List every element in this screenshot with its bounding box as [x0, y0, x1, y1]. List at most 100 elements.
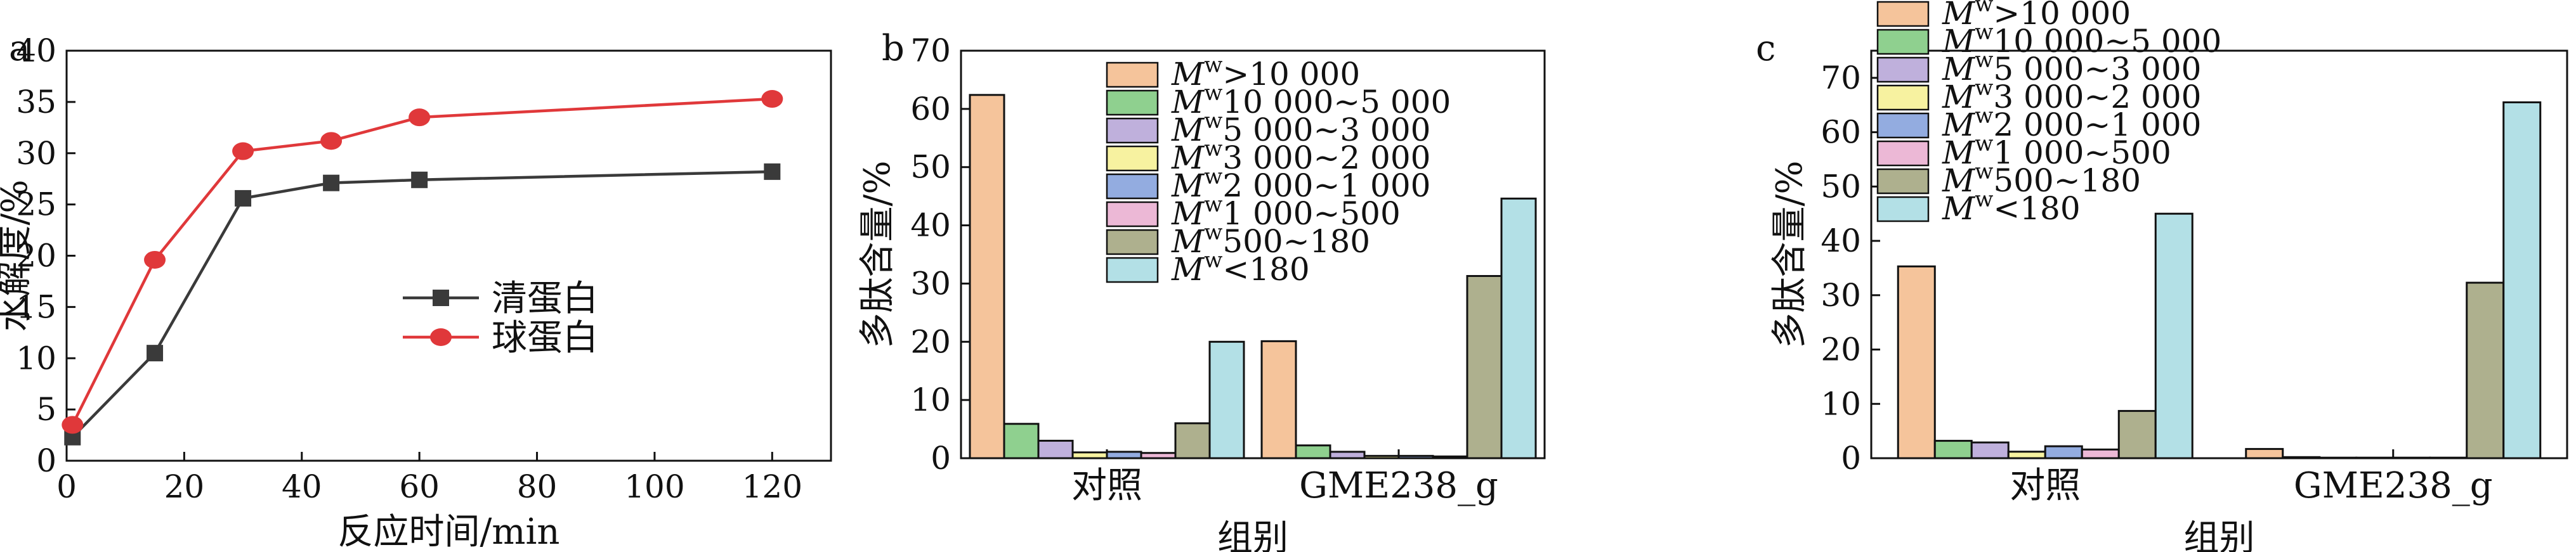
- legend-swatch: [1876, 196, 1930, 222]
- legend-superscript: w: [1975, 159, 1993, 184]
- legend-range: <180: [1993, 190, 2080, 227]
- bar-b: [1140, 452, 1177, 459]
- data-point-circle: [62, 416, 84, 434]
- c-category-label: GME238_g: [2294, 465, 2493, 506]
- a-xtick-label: 40: [282, 468, 322, 505]
- legend-swatch: [1876, 56, 1930, 83]
- a-xtick-label: 60: [399, 468, 440, 505]
- legend-symbol: M: [1171, 223, 1205, 260]
- a-ytick-label: 15: [16, 288, 56, 325]
- c-ytick-label: 50: [1821, 168, 1861, 205]
- legend-range: >10 000: [1222, 56, 1360, 93]
- legend-range: 3 000~2 000: [1993, 79, 2201, 115]
- legend-symbol: M: [1942, 23, 1976, 60]
- bar-c: [2154, 212, 2194, 459]
- legend-label: Mw1 000~500: [1942, 131, 2171, 171]
- legend-symbol: M: [1171, 139, 1205, 176]
- legend-label: Mw>10 000: [1942, 0, 2131, 32]
- legend-swatch: [1876, 29, 1930, 55]
- legend-label: Mw5 000~3 000: [1942, 48, 2202, 87]
- b-x-axis-title: 组别: [1217, 518, 1288, 552]
- bar-b: [1295, 444, 1331, 459]
- legend-swatch: [1106, 257, 1159, 283]
- plot-c-frame: [1870, 49, 2568, 459]
- legend-symbol: M: [1171, 195, 1205, 232]
- a-ytick-label: 35: [16, 84, 56, 120]
- a-x-axis-title: 反应时间/min: [338, 511, 560, 552]
- c-ytick-label: 0: [1841, 440, 1861, 477]
- legend-superscript: w: [1975, 20, 1993, 45]
- bar-c: [2502, 101, 2542, 459]
- bar-c: [2282, 456, 2321, 459]
- panel-letter: b: [882, 28, 905, 69]
- legend-marker-square: [433, 290, 449, 306]
- legend-swatch: [1106, 117, 1159, 144]
- legend-symbol: M: [1171, 251, 1205, 288]
- legend-swatch: [1876, 84, 1930, 111]
- a-xtick-label: 120: [742, 468, 802, 505]
- legend-symbol: M: [1171, 84, 1205, 120]
- bar-b: [1432, 455, 1468, 459]
- bar-b: [1174, 422, 1211, 459]
- legend-symbol: M: [1942, 79, 1976, 115]
- legend-label: Mw3 000~2 000: [1171, 136, 1431, 176]
- legend-swatch: [1106, 173, 1159, 200]
- c-ytick-label: 30: [1821, 277, 1861, 314]
- data-point-square: [323, 174, 340, 191]
- legend-label: 球蛋白: [492, 318, 598, 359]
- a-xtick-label: 20: [164, 468, 205, 505]
- bar-b: [1397, 454, 1434, 459]
- bar-c: [2245, 447, 2284, 459]
- a-ytick-label: 0: [36, 442, 56, 479]
- panel-letter: a: [9, 28, 30, 69]
- bar-b: [1500, 197, 1537, 459]
- b-ytick-label: 10: [910, 382, 951, 418]
- bar-b: [1037, 439, 1074, 459]
- b-ytick-label: 30: [910, 265, 951, 302]
- c-ytick-label: 20: [1821, 331, 1861, 368]
- legend-label: Mw500~180: [1171, 220, 1370, 260]
- legend-superscript: w: [1204, 80, 1222, 106]
- legend-superscript: w: [1204, 192, 1222, 217]
- legend-swatch: [1876, 112, 1930, 139]
- c-x-axis-title: 组别: [2184, 518, 2255, 552]
- legend-symbol: M: [1942, 0, 1976, 32]
- data-point-square: [235, 189, 252, 207]
- legend-superscript: w: [1975, 187, 1993, 212]
- c-ytick-label: 60: [1821, 114, 1861, 151]
- legend-symbol: M: [1942, 162, 1976, 199]
- bar-b: [1106, 451, 1142, 459]
- legend-symbol: M: [1171, 56, 1205, 93]
- b-category-label: 对照: [1071, 465, 1142, 506]
- legend-swatch: [1106, 89, 1159, 116]
- legend-range: 5 000~3 000: [1993, 51, 2201, 87]
- legend-range: <180: [1222, 251, 1309, 288]
- c-ytick-label: 10: [1821, 385, 1861, 422]
- legend-label: Mw2 000~1 000: [1171, 164, 1431, 204]
- panel-letter: c: [1756, 28, 1775, 69]
- bar-c: [1933, 440, 1973, 459]
- a-ytick-label: 30: [16, 135, 56, 172]
- b-ytick-label: 70: [910, 32, 951, 69]
- data-point-circle: [144, 250, 166, 269]
- legend-range: 2 000~1 000: [1993, 106, 2201, 143]
- legend-label: Mw10 000~5 000: [1171, 80, 1451, 120]
- bar-b: [969, 94, 1005, 459]
- legend-superscript: w: [1204, 248, 1222, 273]
- legend-label: Mw5 000~3 000: [1171, 108, 1431, 148]
- b-y-axis-title: 多肽含量/%: [857, 160, 898, 348]
- legend-label: 清蛋白: [492, 278, 598, 319]
- a-ytick-label: 25: [16, 186, 56, 223]
- legend-superscript: w: [1975, 103, 1993, 129]
- bar-c: [1897, 265, 1936, 459]
- series-line-1: [71, 97, 773, 426]
- panel-a-line-chart: a 0 5 10 15 20 25 30 35 40 0 20 40 60 80 100 120 水解度/% 反应时…: [0, 28, 832, 552]
- b-ytick-label: 40: [910, 207, 951, 244]
- legend-range: 5 000~3 000: [1222, 112, 1430, 148]
- plot-b-frame: [960, 49, 1546, 459]
- legend-superscript: w: [1975, 75, 1993, 101]
- legend-range: 10 000~5 000: [1222, 84, 1451, 120]
- legend-label: Mw<180: [1942, 187, 2081, 227]
